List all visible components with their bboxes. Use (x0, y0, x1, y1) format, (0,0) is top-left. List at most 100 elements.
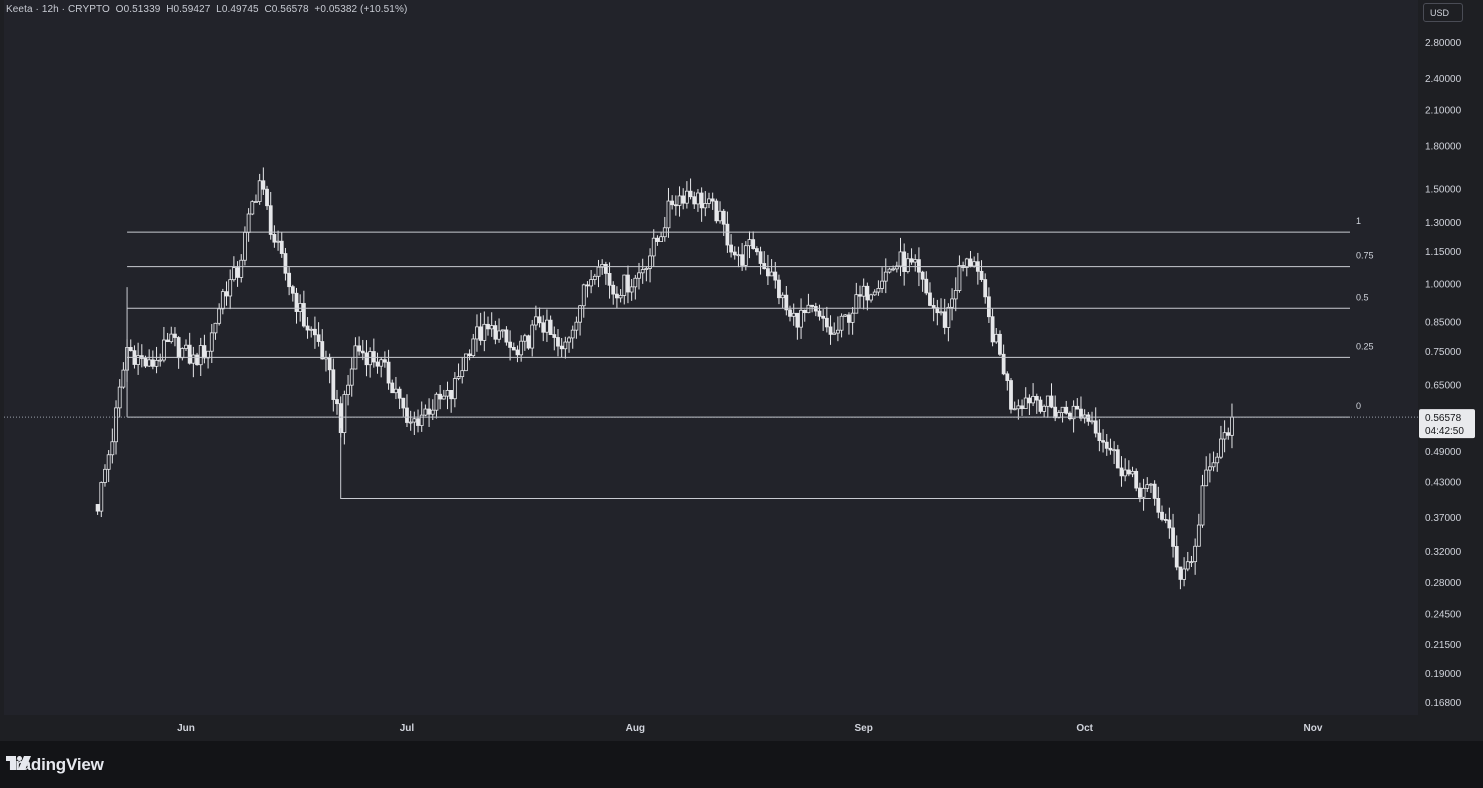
price-tick-label: 2.10000 (1425, 105, 1462, 116)
candle-body-down (1171, 527, 1175, 547)
candle-body-down (754, 248, 759, 253)
candle-body-down (1068, 412, 1072, 420)
candle-body-down (427, 408, 431, 415)
price-axis[interactable]: 2.80000 2.40000 2.10000 1.80000 1.50000 1.300… (1419, 0, 1483, 741)
fib-level-label: 0.25 (1356, 341, 1374, 351)
price-tag-box (1419, 409, 1475, 439)
candle-body-up (1193, 545, 1198, 563)
candle-body-down (766, 268, 770, 277)
candle-body-up (1230, 416, 1234, 436)
candle-body-up (1045, 395, 1050, 407)
candle-body-down (607, 273, 612, 286)
candle-body-down (397, 388, 402, 399)
candle-body-up (117, 386, 122, 409)
candle-body-down (202, 345, 207, 359)
candle-body-down (335, 399, 339, 405)
candle-body-down (1119, 467, 1124, 477)
candle-body-down (467, 353, 472, 356)
candle-body-up (368, 351, 373, 366)
candle-body-down (1020, 405, 1024, 409)
candle-body-up (250, 201, 255, 215)
price-tick-label: 0.43000 (1425, 478, 1462, 489)
candle-body-up (629, 286, 634, 293)
candle-body-up (434, 393, 439, 411)
candle-body-up (452, 378, 457, 400)
candle-body-down (810, 304, 815, 307)
candle-body-up (1082, 414, 1087, 419)
candlestick-plot[interactable]: 1 0.75 0.5 0.25 0 (4, 0, 1418, 715)
candle-body-down (272, 234, 277, 243)
candle-body-down (795, 312, 800, 328)
time-axis[interactable]: Jun Jul Aug Sep Oct Nov (4, 716, 1418, 741)
candle-body-down (751, 239, 756, 249)
candle-body-up (563, 341, 568, 350)
candle-body-up (1056, 412, 1061, 419)
candle-body-up (206, 350, 210, 359)
candle-body-down (1163, 519, 1168, 521)
candle-body-down (371, 351, 376, 363)
candle-body-down (824, 317, 829, 328)
candle-body-up (589, 279, 594, 287)
candle-body-down (828, 326, 833, 335)
candle-body-down (865, 285, 870, 301)
candle-body-down (821, 315, 826, 319)
candle-body-up (578, 305, 582, 323)
candle-body-up (574, 321, 579, 331)
time-axis-labels: Jun Jul Aug Sep Oct Nov (177, 723, 1323, 734)
candle-body-up (622, 274, 627, 296)
price-tick-label: 1.80000 (1425, 142, 1462, 153)
tradingview-logo[interactable]: TradingView (6, 755, 104, 775)
candle-body-up (648, 255, 652, 269)
candle-body-up (659, 236, 664, 242)
candle-body-down (909, 258, 914, 263)
candle-body-up (637, 272, 641, 279)
symbol-legend: Keeta · 12h · CRYPTO O0.51339 H0.59427 L… (6, 4, 407, 15)
candle-body-up (519, 340, 524, 356)
candle-body-up (747, 239, 752, 247)
candle-body-down (224, 291, 229, 297)
candle-body-down (287, 272, 292, 288)
candle-body-up (1222, 432, 1227, 440)
candle-body-down (813, 306, 818, 312)
candle-body-down (758, 251, 763, 264)
candle-body-up (1090, 420, 1094, 423)
candle-body-up (198, 345, 203, 366)
fib-level-label: 0.75 (1356, 251, 1374, 261)
candle-body-up (254, 201, 258, 203)
candle-body-down (983, 279, 988, 298)
candle-body-down (585, 284, 590, 287)
candle-body-up (592, 275, 597, 280)
price-tick-label: 2.80000 (1425, 38, 1462, 49)
candle-body-up (243, 231, 247, 261)
candle-body-down (556, 337, 560, 347)
candle-body-up (408, 421, 413, 424)
currency-button[interactable]: USD (1423, 3, 1463, 22)
chart-pane[interactable]: 1 0.75 0.5 0.25 0 (4, 0, 1418, 715)
candle-body-up (876, 288, 881, 293)
candle-body-up (1016, 405, 1021, 410)
candle-body-up (1200, 485, 1205, 526)
candle-body-down (721, 210, 726, 225)
candle-body-up (1112, 449, 1117, 452)
candle-body-up (957, 265, 962, 291)
price-tick-label: 0.85000 (1425, 318, 1462, 329)
candle-body-up (445, 390, 450, 397)
candle-body-down (261, 180, 266, 190)
price-axis-labels: 2.80000 2.40000 2.10000 1.80000 1.50000 1.300… (1419, 38, 1475, 709)
candle-body-up (1012, 408, 1017, 411)
candle-body-down (1049, 395, 1054, 408)
candle-body-down (990, 316, 995, 343)
candle-body-up (1219, 438, 1223, 458)
price-tag-countdown: 04:42:50 (1425, 426, 1464, 437)
footer-bar (0, 741, 1483, 788)
candle-body-up (191, 354, 196, 364)
candle-body-down (143, 358, 148, 367)
candle-body-up (843, 314, 848, 317)
candle-body-down (405, 407, 409, 423)
candle-body-up (850, 312, 855, 323)
candle-body-up (121, 369, 126, 388)
candle-body-up (651, 237, 656, 257)
candle-body-up (1023, 397, 1028, 409)
candle-body-up (832, 332, 837, 335)
candle-body-up (1189, 561, 1194, 564)
